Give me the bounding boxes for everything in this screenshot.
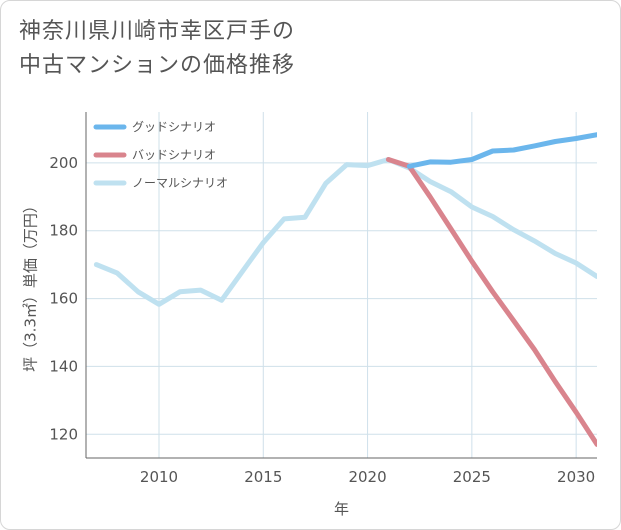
- y-tick-160: 160: [49, 290, 78, 308]
- y-axis-label: 坪（3.3㎡）単価（万円）: [22, 198, 40, 372]
- x-tick-2015: 2015: [244, 468, 282, 486]
- chart-title: 神奈川県川崎市幸区戸手の 中古マンションの価格推移: [19, 15, 599, 83]
- x-tick-2010: 2010: [140, 468, 178, 486]
- series-lines: [93, 132, 597, 447]
- series-line-1: [385, 157, 597, 447]
- y-tick-140: 140: [49, 357, 78, 375]
- y-tick-labels: 120 140 160 180 200: [49, 154, 78, 443]
- y-tick-180: 180: [49, 222, 78, 240]
- title-line-2: 中古マンションの価格推移: [19, 53, 296, 78]
- series-line-0: [406, 132, 597, 169]
- y-tick-200: 200: [49, 154, 78, 172]
- title-line-1: 神奈川県川崎市幸区戸手の: [19, 19, 296, 44]
- x-tick-2030: 2030: [557, 468, 595, 486]
- x-tick-2025: 2025: [453, 468, 491, 486]
- axes: [85, 112, 597, 459]
- series-line-2: [93, 157, 597, 307]
- x-axis-label: 年: [334, 500, 349, 518]
- y-tick-120: 120: [49, 425, 78, 443]
- legend-label-0: グッドシナリオ: [132, 120, 216, 134]
- x-tick-2020: 2020: [348, 468, 386, 486]
- x-tick-labels: 2010 2015 2020 2025 2030: [140, 468, 595, 486]
- legend-label-1: バッドシナリオ: [132, 148, 216, 162]
- legend-label-2: ノーマルシナリオ: [132, 176, 228, 190]
- grid: [86, 112, 597, 458]
